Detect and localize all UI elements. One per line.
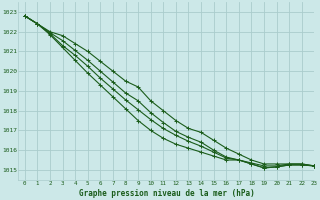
X-axis label: Graphe pression niveau de la mer (hPa): Graphe pression niveau de la mer (hPa) [79, 189, 254, 198]
